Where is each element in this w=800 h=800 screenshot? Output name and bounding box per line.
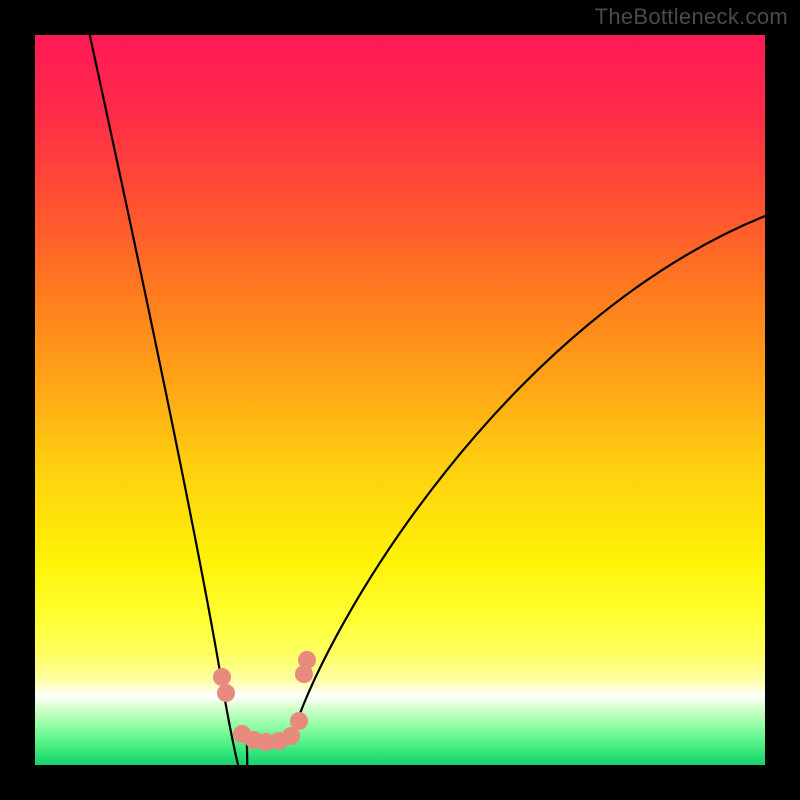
curve-marker	[213, 668, 231, 686]
curve-marker	[290, 712, 308, 730]
plot-area	[35, 35, 765, 765]
marker-layer	[35, 35, 765, 765]
curve-marker	[298, 651, 316, 669]
curve-marker	[217, 684, 235, 702]
watermark-text: TheBottleneck.com	[595, 4, 788, 30]
chart-frame: TheBottleneck.com	[0, 0, 800, 800]
